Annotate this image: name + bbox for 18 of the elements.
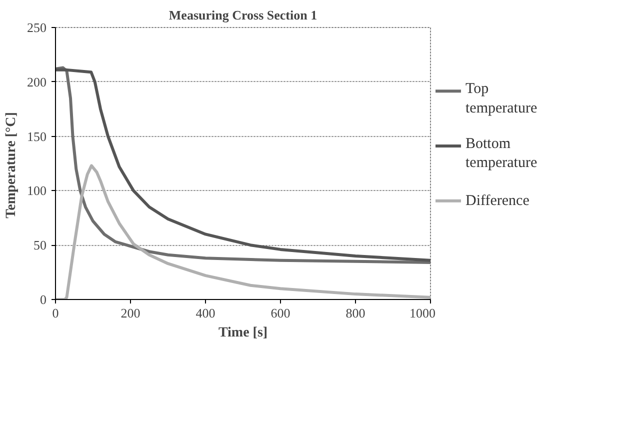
y-tick-label: 0 [40, 292, 46, 307]
x-tick-label: 0 [52, 306, 59, 320]
y-tick-label: 100 [27, 183, 46, 198]
chart-title: Measuring Cross Section 1 [168, 8, 318, 22]
x-tick-label: 200 [120, 306, 140, 320]
legend-label: Difference [466, 192, 530, 209]
x-tick-label: 600 [270, 306, 290, 320]
legend-label: Top temperature [466, 81, 538, 116]
y-tick-label: 150 [27, 128, 46, 144]
x-tick-label: 800 [346, 306, 366, 320]
y-axis-title: Temperature [°C] [4, 112, 19, 218]
x-tick-label: 400 [196, 306, 216, 320]
legend-label: Bottom temperature [466, 136, 538, 172]
x-axis-title: Time [s] [218, 326, 268, 340]
y-tick-label: 200 [27, 74, 46, 90]
y-tick-label: 50 [34, 238, 46, 253]
x-tick-label: 1000 [410, 306, 436, 320]
y-tick-label: 250 [27, 20, 46, 35]
